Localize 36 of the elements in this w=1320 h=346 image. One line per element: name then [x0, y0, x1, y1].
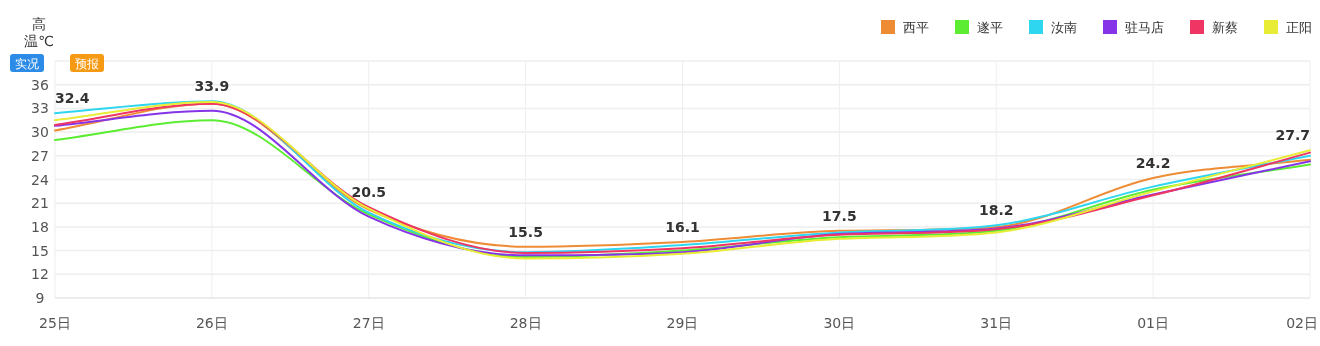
annotation: 27.7 — [1275, 127, 1310, 144]
annotation: 33.9 — [194, 78, 230, 95]
y-tick-label: 21 — [31, 195, 49, 212]
y-tick-label: 36 — [31, 76, 49, 93]
annotation: 24.2 — [1135, 154, 1171, 171]
y-tick-label: 15 — [31, 242, 49, 259]
annotation: 18.2 — [978, 202, 1014, 219]
annotation: 16.1 — [665, 218, 700, 235]
annotation: 预报 — [75, 56, 99, 71]
y-tick-label: 27 — [31, 147, 49, 164]
x-tick-label: 31日 — [980, 315, 1013, 331]
legend-label: 正阳 — [1286, 20, 1312, 35]
x-tick-label: 01日 — [1137, 315, 1170, 331]
y-tick-label: 12 — [31, 266, 49, 283]
x-tick-label: 28日 — [509, 315, 542, 331]
legend-label: 汝南 — [1051, 20, 1077, 35]
y-tick-label: 24 — [31, 171, 49, 188]
legend-label: 驻马店 — [1125, 20, 1164, 35]
y-tick-label: 30 — [31, 124, 49, 141]
legend-label: 遂平 — [977, 20, 1003, 35]
legend-label: 西平 — [903, 20, 929, 35]
y-axis-title: 高温℃ — [24, 16, 54, 50]
x-tick-label: 29日 — [666, 315, 699, 331]
annotation: 15.5 — [508, 223, 543, 240]
x-tick-label: 02日 — [1286, 315, 1318, 331]
legend-label: 新蔡 — [1212, 20, 1238, 35]
x-tick-label: 26日 — [195, 315, 228, 331]
annotation: 20.5 — [351, 184, 387, 201]
y-tick-label: 18 — [31, 218, 49, 235]
x-tick-label: 25日 — [39, 315, 71, 331]
x-tick-label: 30日 — [823, 315, 856, 331]
y-tick-label: 33 — [31, 100, 49, 117]
annotation: 17.5 — [822, 207, 857, 224]
annotation: 32.4 — [55, 90, 90, 107]
y-tick-label: 9 — [35, 290, 45, 306]
x-tick-label: 27日 — [352, 315, 385, 331]
